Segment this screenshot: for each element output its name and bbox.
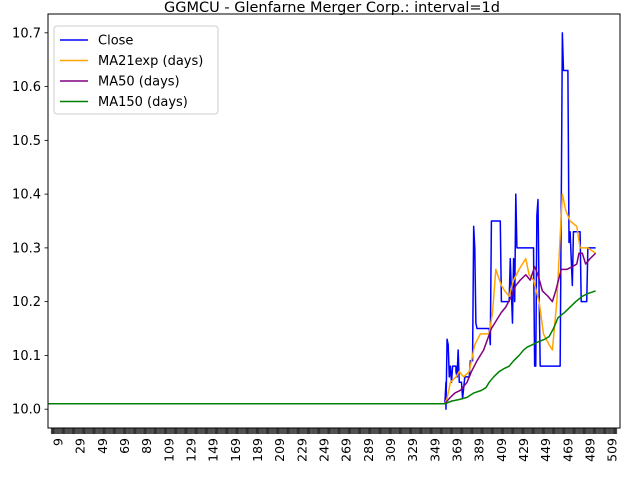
x-tick-label: 369	[450, 438, 465, 462]
y-tick-label: 10.5	[12, 134, 41, 149]
x-tick-label: 169	[228, 438, 243, 462]
series-line-0	[48, 32, 596, 410]
x-tick-label: 469	[560, 438, 575, 462]
x-tick-label: 509	[605, 438, 620, 462]
x-tick-label: 409	[494, 438, 509, 462]
x-tick-label: 229	[294, 438, 309, 462]
series-line-2	[48, 252, 597, 405]
x-tick-label: 249	[317, 438, 332, 462]
x-tick-label: 129	[184, 438, 199, 462]
x-tick-label: 429	[516, 438, 531, 462]
x-tick-label: 489	[583, 438, 598, 462]
legend: Close MA21exp (days) MA50 (days) MA150 (day…	[53, 25, 219, 115]
series-line-1	[48, 193, 597, 405]
legend-label-3: MA150 (days)	[98, 95, 188, 110]
legend-label-1: MA21exp (days)	[98, 54, 203, 69]
x-tick-label: 329	[405, 438, 420, 462]
y-tick-label: 10.3	[12, 241, 41, 256]
y-tick-label: 10.1	[12, 349, 41, 364]
y-axis: 10.0 10.1 10.2 10.3 10.4 10.5 10.6 10.7	[12, 26, 48, 418]
x-tick-label: 289	[361, 438, 376, 462]
x-tick-label: 389	[472, 438, 487, 462]
y-tick-label: 10.7	[12, 26, 41, 41]
x-tick-label: 149	[206, 438, 221, 462]
y-tick-label: 10.2	[12, 295, 41, 310]
x-tick-label: 449	[538, 438, 553, 462]
legend-box	[53, 25, 219, 115]
x-tick-label: 189	[250, 438, 265, 462]
y-tick-label: 10.0	[12, 403, 41, 418]
legend-label-0: Close	[98, 34, 133, 49]
y-tick-label: 10.4	[12, 188, 41, 203]
x-tick-label: 269	[339, 438, 354, 462]
y-tick-label: 10.6	[12, 80, 41, 95]
x-tick-label: 69	[117, 438, 132, 454]
chart-title: GGMCU - Glenfarne Merger Corp.: interval…	[164, 0, 500, 16]
x-tick-label: 29	[73, 438, 88, 454]
x-tick-label: 349	[427, 438, 442, 462]
x-axis: 9 29 49 69 89 109 129 149 169 189 209 229 249 269 289 3…	[50, 428, 620, 462]
series-line-3	[48, 290, 596, 405]
x-tick-label: 89	[139, 438, 154, 454]
x-tick-label: 209	[272, 438, 287, 462]
x-tick-label: 49	[95, 438, 110, 454]
x-tick-label: 109	[161, 438, 176, 462]
series-layer	[48, 32, 597, 410]
legend-label-2: MA50 (days)	[98, 75, 180, 90]
x-tick-label: 9	[50, 438, 65, 446]
x-tick-label: 309	[383, 438, 398, 462]
